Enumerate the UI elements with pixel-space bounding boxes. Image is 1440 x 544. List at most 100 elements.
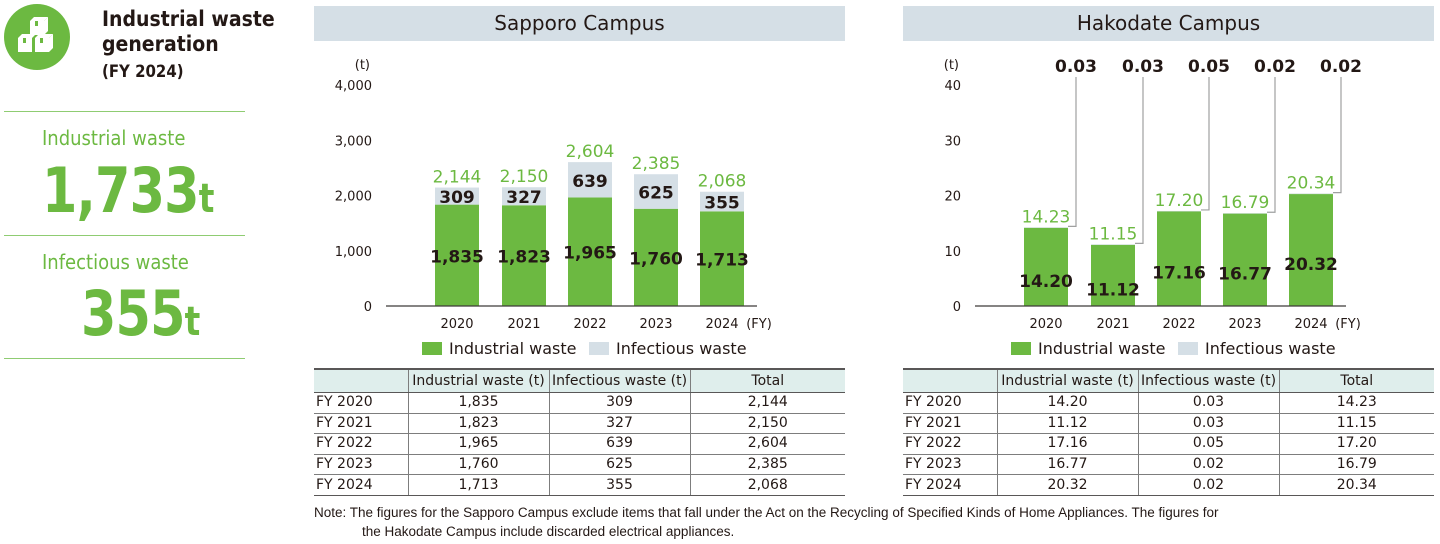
table-cell: 16.77	[996, 454, 1138, 476]
bar-value-label-infectious: 0.03	[1055, 57, 1097, 77]
table-header-cell	[314, 368, 408, 393]
table-row: FY 2021 11.12 0.03 11.15	[903, 413, 1434, 435]
bar-infectious-waste	[1157, 210, 1201, 212]
table-row-label: FY 2024	[903, 474, 997, 496]
page-subtitle: (FY 2024)	[102, 62, 184, 82]
table-row: FY 2024 20.32 0.02 20.34	[903, 474, 1434, 496]
sapporo-title: Sapporo Campus	[494, 11, 665, 35]
x-tick-label: 2022	[573, 317, 606, 332]
bar-industrial-waste	[634, 208, 678, 306]
bar-infectious-waste	[1223, 213, 1267, 214]
bar-infectious-waste	[634, 174, 678, 209]
bar-total-label: 20.34	[1287, 174, 1336, 194]
y-tick-label: 40	[944, 79, 961, 94]
leader-line	[1068, 77, 1077, 227]
bar-value-label-infectious: 625	[638, 183, 674, 203]
infectious-value: 355	[81, 277, 185, 350]
infectious-summary-value: 355t	[81, 283, 200, 353]
bar-value-label-infectious: 0.02	[1254, 57, 1296, 77]
legend-label-infectious: Infectious waste	[616, 339, 747, 358]
table-cell: 2,144	[689, 392, 845, 414]
footnote-line-2: the Hakodate Campus include discarded el…	[362, 524, 735, 539]
y-tick-label: 0	[364, 300, 372, 315]
y-axis-unit: (t)	[944, 58, 959, 73]
table-cell: 14.23	[1278, 392, 1434, 414]
x-axis-unit: (FY)	[1335, 317, 1361, 332]
bar-value-label-industrial: 14.20	[1019, 272, 1073, 292]
table-row-label: FY 2020	[314, 392, 408, 414]
footnote: Note: The figures for the Sapporo Campus…	[314, 503, 1438, 541]
bar-value-label-industrial: 11.12	[1086, 280, 1140, 300]
hakodate-chart: (t) 0 10 20 30 40 14.20 14.23 0.03 2020 11.12 11.15…	[944, 57, 1362, 358]
bar-infectious-waste	[1091, 244, 1135, 245]
industrial-value: 1,733	[42, 154, 200, 227]
bar-total-label: 17.20	[1155, 191, 1204, 211]
bar-value-label-industrial: 17.16	[1152, 264, 1206, 284]
y-tick-label: 3,000	[335, 134, 372, 149]
leader-line	[1201, 77, 1210, 211]
bar-value-label-industrial: 20.32	[1284, 255, 1338, 275]
industrial-summary-value: 1,733t	[42, 160, 214, 230]
y-tick-label: 30	[944, 134, 961, 149]
table-row-label: FY 2021	[903, 413, 997, 435]
x-tick-label: 2023	[1228, 317, 1261, 332]
footnote-line-1: Note: The figures for the Sapporo Campus…	[314, 505, 1219, 520]
x-axis-unit: (FY)	[746, 317, 772, 332]
legend-swatch-infectious	[589, 342, 609, 355]
y-tick-label: 0	[953, 300, 961, 315]
y-tick-label: 1,000	[335, 245, 372, 260]
legend-swatch-industrial	[422, 342, 442, 355]
x-tick-label: 2024	[705, 317, 738, 332]
table-row: FY 2023 16.77 0.02 16.79	[903, 454, 1434, 476]
table-header-cell	[903, 368, 997, 393]
leader-line	[1135, 77, 1144, 244]
table-cell: 0.02	[1137, 474, 1279, 496]
table-cell: 11.15	[1278, 413, 1434, 435]
table-row-label: FY 2022	[903, 433, 997, 455]
table-header-row: Industrial waste (t) Infectious waste (t…	[314, 368, 845, 393]
bar-total-label: 2,604	[566, 142, 615, 162]
bar-value-label-infectious: 0.02	[1320, 57, 1362, 77]
bar-total-label: 11.15	[1089, 224, 1138, 244]
table-cell: 14.20	[996, 392, 1138, 414]
table-cell: 2,385	[689, 454, 845, 476]
table-cell: 1,760	[407, 454, 549, 476]
page-title: Industrial waste generation	[102, 7, 275, 57]
table-cell: 2,068	[689, 474, 845, 496]
bar-industrial-waste	[568, 197, 612, 306]
bar-value-label-industrial: 1,760	[629, 249, 683, 269]
divider	[4, 235, 245, 236]
table-cell: 1,713	[407, 474, 549, 496]
industrial-summary-label: Industrial waste	[42, 126, 186, 150]
sapporo-table: Industrial waste (t) Infectious waste (t…	[314, 368, 845, 496]
table-header-cell: Infectious waste (t)	[548, 368, 690, 393]
table-row: FY 2020 1,835 309 2,144	[314, 392, 845, 414]
bar-total-label: 16.79	[1221, 193, 1270, 213]
bar-industrial-waste	[1091, 244, 1135, 306]
bar-value-label-infectious: 327	[506, 188, 542, 208]
table-cell: 11.12	[996, 413, 1138, 435]
bar-total-label: 2,150	[500, 167, 549, 187]
table-cell: 0.05	[1137, 433, 1279, 455]
table-header-row: Industrial waste (t) Infectious waste (t…	[903, 368, 1434, 393]
hakodate-title: Hakodate Campus	[1076, 11, 1261, 35]
table-cell: 327	[548, 413, 690, 435]
table-header-cell: Total	[689, 368, 845, 393]
table-cell: 0.03	[1137, 413, 1279, 435]
bar-industrial-waste	[1024, 227, 1068, 306]
infectious-summary-label: Infectious waste	[42, 250, 189, 274]
table-cell: 1,835	[407, 392, 549, 414]
table-header-cell: Industrial waste (t)	[407, 368, 549, 393]
table-row: FY 2023 1,760 625 2,385	[314, 454, 845, 476]
bar-infectious-waste	[568, 162, 612, 198]
bar-infectious-waste	[1024, 227, 1068, 228]
bar-value-label-infectious: 355	[704, 194, 740, 214]
bar-total-label: 2,068	[698, 172, 747, 192]
legend-label-industrial: Industrial waste	[449, 339, 576, 358]
table-cell: 309	[548, 392, 690, 414]
x-tick-label: 2020	[440, 317, 473, 332]
bar-industrial-waste	[502, 205, 546, 306]
leader-line	[1267, 77, 1276, 213]
bar-infectious-waste	[502, 187, 546, 206]
table-header-cell: Industrial waste (t)	[996, 368, 1138, 393]
